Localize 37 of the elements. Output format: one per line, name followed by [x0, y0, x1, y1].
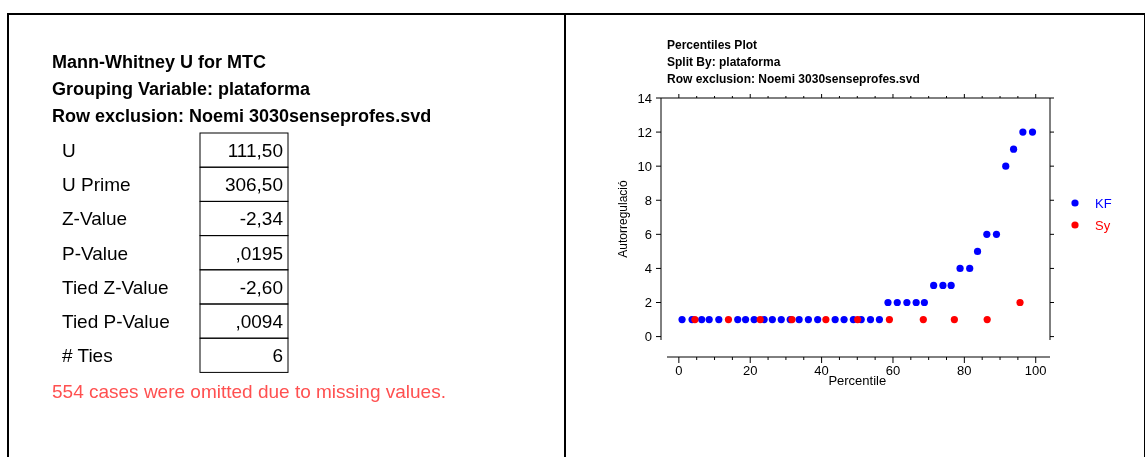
text: 554 cases were omitted due to missing values. [52, 381, 446, 403]
text: Grouping Variable: plataforma Row exclusion: Noemi 3030senseprofes.svd [52, 79, 432, 126]
x-tick-label: 80 [957, 363, 972, 378]
y-tick-label: 10 [637, 158, 652, 174]
text: ,0094 [235, 311, 283, 332]
category-label: Tied P-Value [62, 311, 170, 332]
legend-label: KF [1095, 196, 1112, 211]
category-label: # Ties [62, 345, 113, 367]
y-tick-label: 12 [637, 124, 652, 140]
text: -2,60 [239, 276, 283, 298]
text: 6 [272, 345, 283, 367]
x-tick-label: 0 [675, 363, 683, 378]
y-tick-label: 4 [644, 260, 652, 276]
text: 306,50 [224, 174, 283, 196]
x-tick-label: 60 [885, 363, 901, 378]
category-label: U [62, 140, 76, 161]
x-tick-label: 40 [814, 363, 829, 378]
category-label: U Prime [62, 174, 131, 196]
text: Mann-Whitney U for MTC [52, 52, 266, 72]
y-tick-label: 2 [644, 295, 652, 311]
text: ,0195 [235, 242, 283, 264]
y-axis-title: Autorregulació [616, 179, 630, 258]
category-label: P-Value [62, 242, 129, 264]
text: -2,34 [239, 208, 283, 230]
chart-title: Percentiles Plot [667, 38, 758, 52]
category-label: Tied Z-Value [62, 276, 169, 298]
y-tick-label: 8 [644, 192, 652, 208]
x-tick-label: 20 [742, 363, 758, 378]
category-label: Z-Value [62, 208, 128, 230]
chart-subtitle: Split By: plataforma Row exclusion: Noemi 3030senseprofes.svd [667, 55, 920, 86]
x-axis-title: Percentile [828, 373, 887, 388]
y-tick-label: 6 [644, 226, 652, 242]
y-tick-label: 14 [637, 90, 652, 106]
y-tick-label: 0 [644, 329, 652, 345]
x-tick-label: 100 [1024, 363, 1047, 378]
legend-label: Sy [1095, 218, 1111, 233]
text: 111,50 [227, 140, 283, 161]
